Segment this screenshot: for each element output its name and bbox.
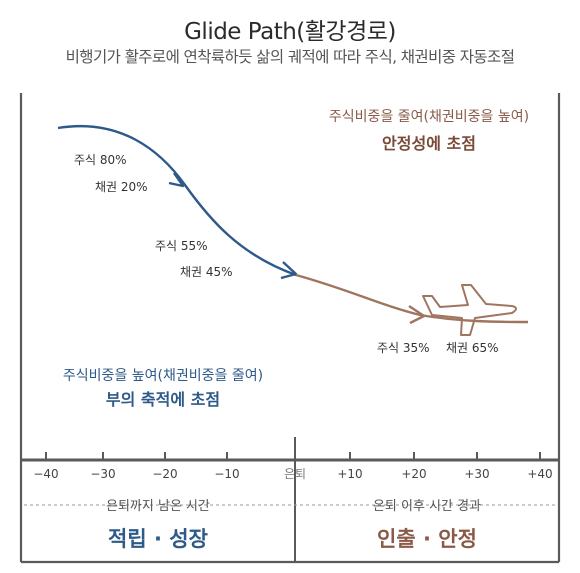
tick-label: −10	[214, 467, 239, 481]
airplane-icon	[422, 284, 517, 336]
tick-label-retirement: 은퇴	[284, 467, 306, 481]
curve-arrow-1	[168, 172, 185, 188]
annotation-top-right-line2: 안정성에 초점	[382, 134, 476, 153]
annotation-bottom-left-line1: 주식비중을 높여(채권비중을 줄여)	[63, 368, 263, 384]
footer-right-caption: 은퇴 이후 시간 경과	[373, 499, 481, 514]
point2-stock-label: 주식 55%	[155, 239, 208, 253]
tick-label: −30	[90, 467, 115, 481]
point1-bond-label: 채권 20%	[95, 180, 148, 194]
axis-ticks	[45, 452, 541, 460]
tick-label: +10	[337, 467, 362, 481]
tick-label: +20	[401, 467, 426, 481]
curve-arrow-3	[408, 305, 426, 325]
accumulation-curve	[57, 125, 297, 277]
point3-bond-label: 채권 65%	[446, 341, 499, 355]
tick-label: +30	[464, 467, 489, 481]
annotation-top-right-line1: 주식비중을 줄여(채권비중을 높여)	[329, 109, 529, 125]
page-title: Glide Path(활강경로)	[184, 19, 396, 45]
curve-arrow-2	[280, 261, 298, 280]
tick-label: −20	[152, 467, 177, 481]
annotation-bottom-left-line2: 부의 축적에 초점	[106, 390, 220, 409]
page-subtitle: 비행기가 활주로에 연착륙하듯 삶의 궤적에 따라 주식, 채권비중 자동조절	[65, 48, 515, 66]
decumulation-curve	[295, 273, 529, 324]
point1-stock-label: 주식 80%	[74, 153, 127, 167]
footer-left-caption: 은퇴까지 남은 시간	[106, 499, 210, 514]
footer-right-title: 인출 · 안정	[377, 527, 477, 551]
tick-label: −40	[33, 467, 58, 481]
point3-stock-label: 주식 35%	[377, 341, 430, 355]
point2-bond-label: 채권 45%	[180, 265, 233, 279]
footer-left-title: 적립 · 성장	[108, 527, 208, 551]
tick-label: +40	[527, 467, 552, 481]
